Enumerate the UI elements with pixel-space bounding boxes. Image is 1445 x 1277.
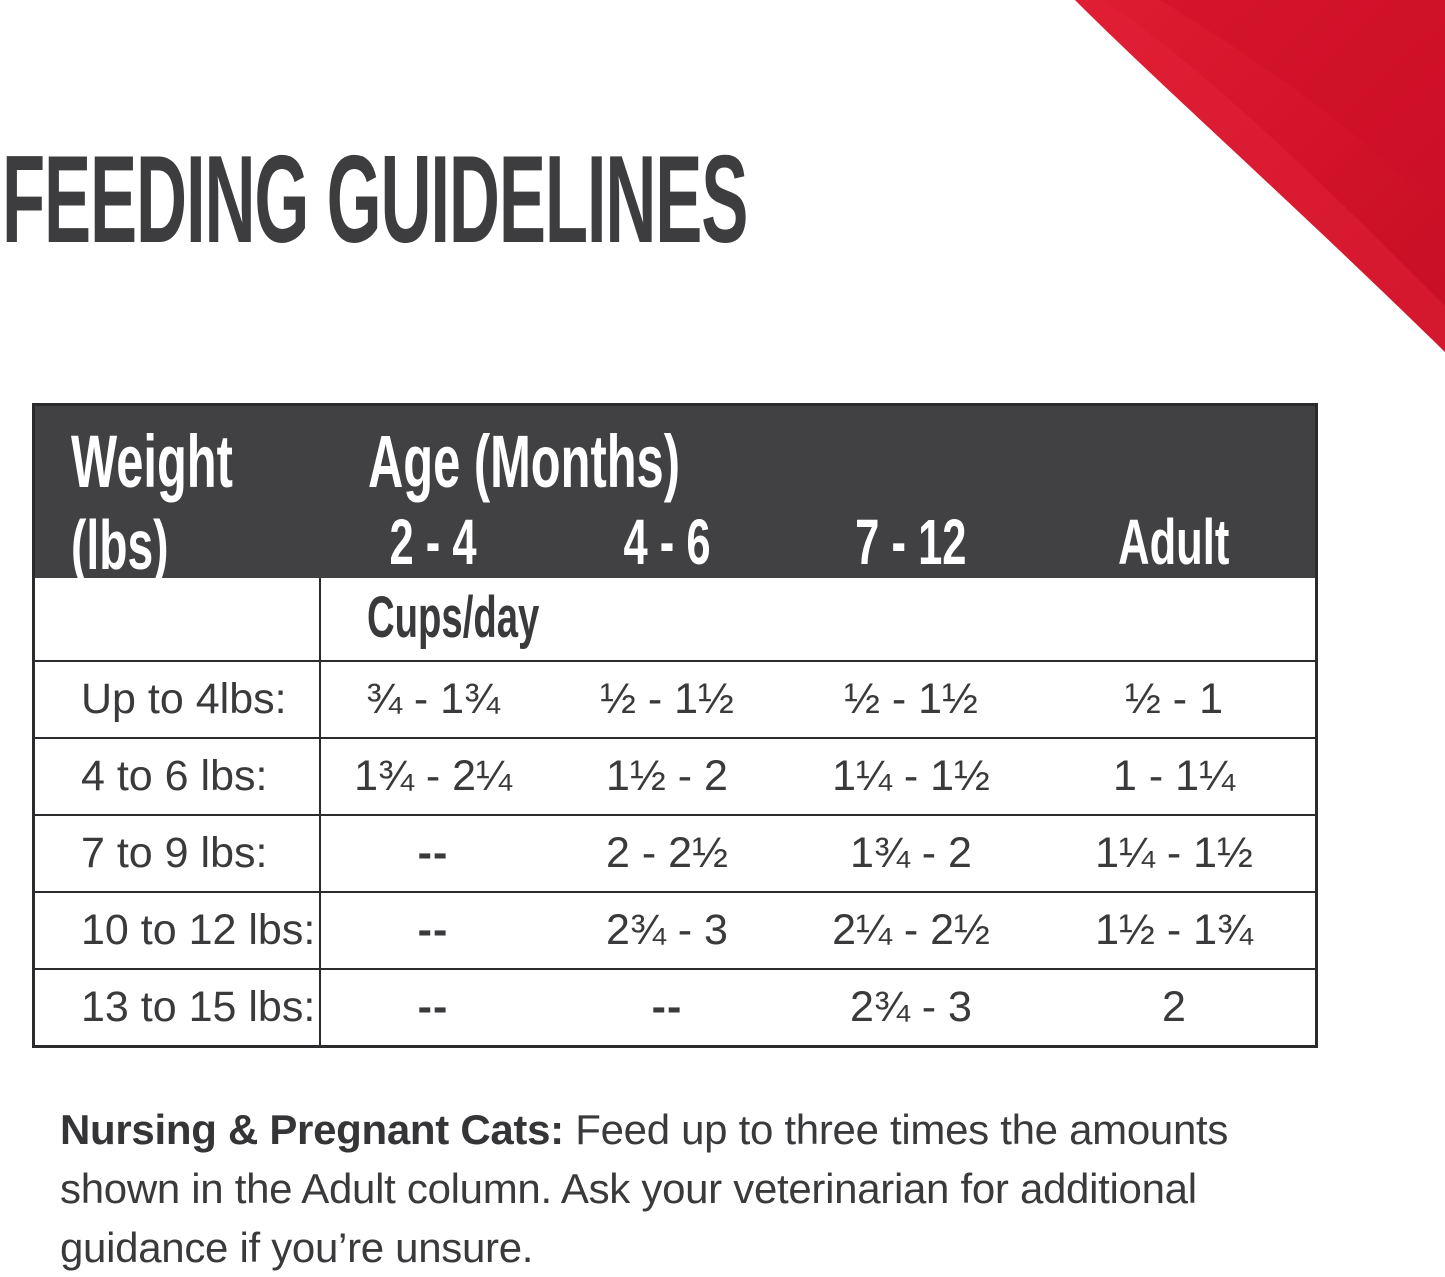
age-col-4-6: 4 - 6 bbox=[623, 506, 711, 578]
cell-value: 2 - 2½ bbox=[545, 814, 789, 891]
nursing-note: Nursing & Pregnant Cats: Feed up to thre… bbox=[60, 1100, 1228, 1277]
cell-value: -- bbox=[545, 968, 789, 1045]
cell-value: -- bbox=[321, 891, 545, 968]
age-col-adult: Adult bbox=[1118, 506, 1230, 578]
cell-value: 1½ - 1¾ bbox=[1033, 891, 1315, 968]
age-column-headers: 2 - 4 4 - 6 7 - 12 Adult bbox=[321, 510, 1315, 574]
cell-value: 1¾ - 2 bbox=[789, 814, 1033, 891]
row-label: 10 to 12 lbs: bbox=[35, 891, 321, 968]
weight-header-unit: (lbs) bbox=[71, 506, 169, 584]
cell-value: 1¼ - 1½ bbox=[1033, 814, 1315, 891]
cell-value: ½ - 1½ bbox=[789, 660, 1033, 737]
age-header-label: Age (Months) bbox=[368, 420, 680, 503]
age-col-2-4: 2 - 4 bbox=[389, 506, 477, 578]
cell-value: 2¾ - 3 bbox=[545, 891, 789, 968]
units-row-cell: Cups/day bbox=[321, 578, 1315, 660]
cell-value: 1¼ - 1½ bbox=[789, 737, 1033, 814]
cell-value: -- bbox=[321, 968, 545, 1045]
age-header-cell: Age (Months) 2 - 4 4 - 6 7 - 12 Adult bbox=[321, 406, 1315, 578]
cell-value: 2¾ - 3 bbox=[789, 968, 1033, 1045]
cell-value: 2¼ - 2½ bbox=[789, 891, 1033, 968]
row-label: 4 to 6 lbs: bbox=[35, 737, 321, 814]
feeding-table: Weight (lbs) Age (Months) 2 - 4 4 - 6 7 … bbox=[32, 403, 1318, 1048]
row-label: 7 to 9 lbs: bbox=[35, 814, 321, 891]
cell-value: ½ - 1½ bbox=[545, 660, 789, 737]
note-bold-lead: Nursing & Pregnant Cats: bbox=[60, 1106, 564, 1153]
page-title: FEEDING GUIDELINES bbox=[2, 131, 748, 269]
row-label: 13 to 15 lbs: bbox=[35, 968, 321, 1045]
cell-value: 1¾ - 2¼ bbox=[321, 737, 545, 814]
age-col-7-12: 7 - 12 bbox=[855, 506, 967, 578]
note-line-1: Nursing & Pregnant Cats: Feed up to thre… bbox=[60, 1106, 1229, 1153]
red-swoosh-icon bbox=[1075, 0, 1445, 352]
cell-value: -- bbox=[321, 814, 545, 891]
units-row-blank-cell bbox=[35, 578, 321, 660]
weight-header-label: Weight bbox=[71, 420, 233, 503]
weight-header-cell: Weight (lbs) bbox=[35, 406, 321, 582]
cell-value: ½ - 1 bbox=[1033, 660, 1315, 737]
cell-value: 1 - 1¼ bbox=[1033, 737, 1315, 814]
cell-value: ¾ - 1¾ bbox=[321, 660, 545, 737]
note-line-3: guidance if you’re unsure. bbox=[60, 1224, 534, 1271]
row-label: Up to 4lbs: bbox=[35, 660, 321, 737]
cell-value: 2 bbox=[1033, 968, 1315, 1045]
cell-value: 1½ - 2 bbox=[545, 737, 789, 814]
units-label: Cups/day bbox=[367, 585, 540, 650]
note-line-2: shown in the Adult column. Ask your vete… bbox=[60, 1165, 1197, 1212]
